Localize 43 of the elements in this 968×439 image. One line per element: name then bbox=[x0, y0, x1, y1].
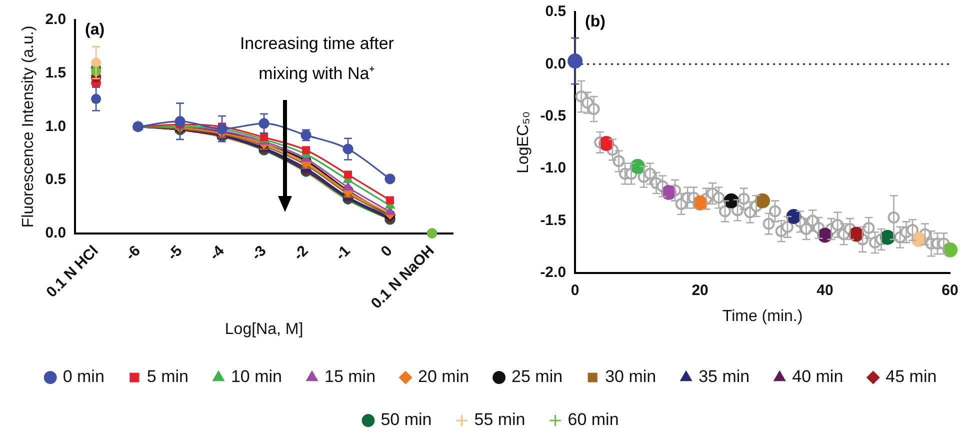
legend-label: 0 min bbox=[62, 367, 104, 386]
legend-label: 45 min bbox=[886, 367, 937, 386]
y-tick-label: 2.0 bbox=[45, 11, 66, 28]
y-tick-label: 0.0 bbox=[45, 224, 66, 242]
legend-label: 30 min bbox=[605, 367, 656, 386]
x-tick-label: -5 bbox=[164, 242, 186, 264]
y-tick-label: 0.0 bbox=[545, 55, 566, 72]
x-tick-label: -6 bbox=[122, 242, 144, 264]
chart-title: (b) bbox=[585, 13, 606, 30]
x-tick-label: 0 bbox=[378, 242, 396, 260]
legend-label: 20 min bbox=[418, 367, 470, 386]
legend-label: 55 min bbox=[474, 410, 526, 430]
x-tick-label: -1 bbox=[332, 242, 354, 264]
x-axis-title: Time (min.) bbox=[722, 308, 803, 325]
legend-label: 25 min bbox=[512, 367, 563, 386]
y-tick-label: 0.5 bbox=[545, 3, 566, 20]
x-axis-title: Log[Na, M] bbox=[224, 320, 304, 338]
x-tick-label: -4 bbox=[206, 242, 228, 264]
legend-label: 35 min bbox=[698, 367, 750, 386]
legend-label: 40 min bbox=[792, 367, 844, 386]
x-tick-label: 0.1 N HCl bbox=[43, 242, 102, 301]
x-tick-label: -3 bbox=[248, 242, 270, 264]
x-tick-label: 20 bbox=[692, 282, 708, 299]
legend-label: 50 min bbox=[380, 410, 432, 430]
x-tick-label: 0 bbox=[570, 282, 580, 299]
legend-label: 15 min bbox=[324, 367, 376, 386]
y-tick-label: -2.0 bbox=[540, 264, 566, 281]
chart-title: (a) bbox=[85, 21, 105, 38]
x-tick-label: 40 bbox=[816, 282, 834, 299]
y-tick-label: 1.5 bbox=[45, 64, 66, 82]
legend-label: 10 min bbox=[230, 367, 282, 386]
y-axis-title: LogEC₅₀ bbox=[515, 111, 532, 174]
y-tick-label: 1.0 bbox=[45, 118, 66, 135]
x-tick-label: 60 bbox=[942, 282, 958, 299]
legend-label: 5 min bbox=[146, 367, 188, 386]
y-tick-label: -0.5 bbox=[540, 107, 566, 124]
y-axis-title: Fluorescence Intensity (a.u.) bbox=[20, 26, 38, 228]
legend-label: 60 min bbox=[568, 410, 619, 430]
y-tick-label: 0.5 bbox=[45, 171, 66, 188]
y-tick-label: -1.0 bbox=[540, 160, 566, 177]
x-tick-label: -2 bbox=[290, 242, 312, 264]
annotation: Increasing time after mixing with Na⁺ bbox=[240, 34, 394, 84]
y-tick-label: -1.5 bbox=[540, 212, 566, 229]
